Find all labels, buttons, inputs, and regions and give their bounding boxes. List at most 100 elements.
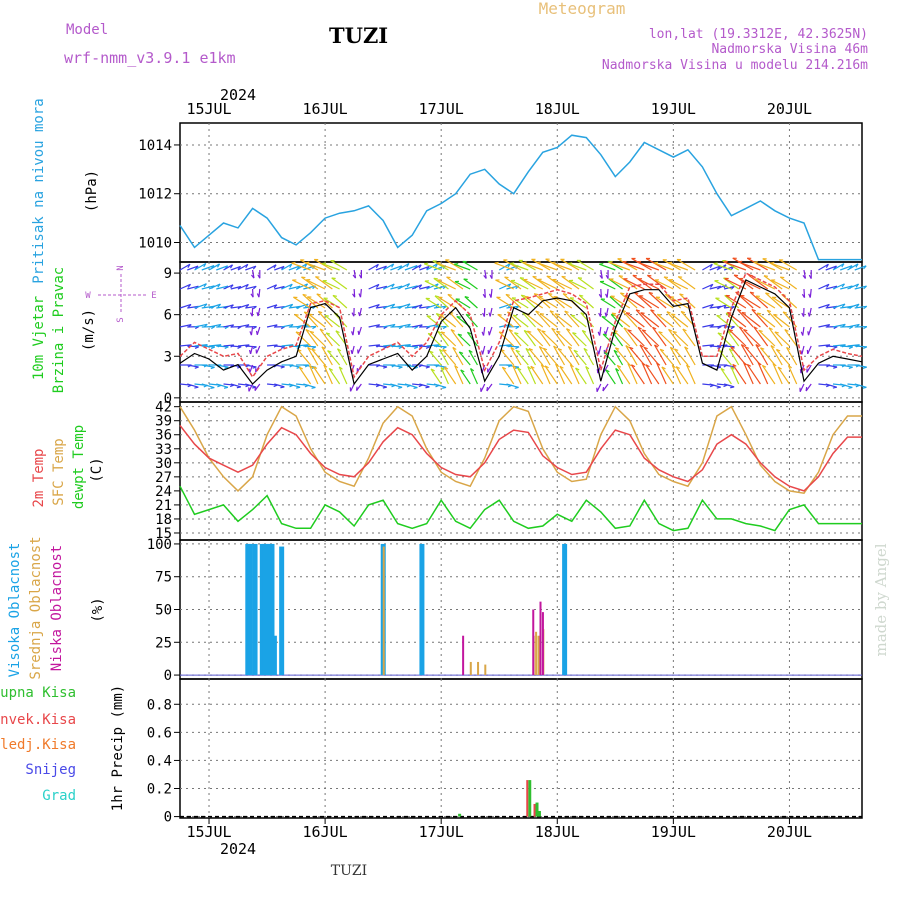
- wind-arrow: [613, 329, 631, 347]
- wind-arrow-head: [289, 303, 294, 308]
- wind-arrow: [293, 296, 311, 309]
- wind-arrow: [179, 263, 191, 271]
- wind-arrow-head: [515, 326, 520, 330]
- wind-arrow: [596, 383, 602, 393]
- wind-arrow-head: [376, 304, 380, 308]
- wind-arrow: [751, 309, 769, 328]
- t2m-line: [179, 424, 862, 492]
- wind-arrow: [216, 285, 229, 290]
- wind-arrow: [676, 259, 696, 271]
- wind-arrow: [522, 262, 543, 271]
- wind-arrow: [325, 332, 341, 347]
- wind-arrow: [448, 311, 464, 328]
- wind-arrow-head: [223, 386, 229, 389]
- wind-arrow: [601, 316, 616, 328]
- wind-arrow-head: [251, 274, 255, 279]
- wind-arrow: [291, 262, 311, 271]
- wind-arrow: [419, 345, 430, 348]
- wind-arrow: [627, 329, 645, 347]
- wind-arrow-head: [446, 276, 451, 279]
- wind-ytick-label: 0: [164, 391, 172, 407]
- wind-arrow-head: [539, 312, 545, 315]
- wind-arrow-head: [391, 263, 395, 268]
- wind-arrow: [724, 278, 747, 290]
- wind-arrow-head: [672, 330, 677, 334]
- wind-arrow-head: [304, 263, 308, 268]
- wind-arrow: [230, 305, 242, 309]
- wind-arrow: [331, 277, 348, 290]
- wind-arrow-head: [252, 326, 257, 330]
- wind-arrow-head: [523, 329, 529, 333]
- wind-arrow: [723, 383, 735, 388]
- wind-arrow: [686, 364, 696, 385]
- wind-arrow: [715, 297, 732, 309]
- wind-arrow-head: [358, 293, 362, 298]
- wind-arrow-head: [187, 283, 191, 288]
- wind-arrow: [302, 293, 319, 309]
- wind-arrow: [573, 349, 587, 366]
- wind-arrow-head: [533, 293, 539, 296]
- wind-arrow: [538, 295, 558, 309]
- wind-arrow-head: [289, 283, 293, 288]
- wind-arrow: [404, 285, 418, 290]
- wind-arrow: [383, 323, 396, 328]
- wind-arrow: [774, 331, 790, 347]
- wind-arrow-head: [805, 386, 808, 392]
- wind-arrow: [251, 269, 255, 279]
- wind-label-2: Brzina i Pravac: [51, 267, 67, 393]
- wind-arrow: [653, 262, 674, 271]
- wind-arrow-head: [648, 291, 653, 295]
- precip-hail-label: Grad: [42, 788, 76, 804]
- wind-arrow: [536, 328, 551, 347]
- wind-arrow: [309, 331, 326, 347]
- wind-arrow-head: [437, 330, 442, 334]
- wind-arrow: [249, 364, 254, 373]
- wind-arrow: [647, 274, 667, 290]
- wind-arrow: [641, 362, 653, 385]
- wind-arrow-head: [210, 346, 216, 350]
- wind-arrow-head: [510, 262, 515, 265]
- wind-arrow-head: [541, 330, 546, 333]
- wind-arrow-head: [383, 265, 387, 270]
- wind-arrow-head: [674, 348, 679, 351]
- cloud-ytick-label: 0: [164, 668, 172, 684]
- wind-arrow: [499, 344, 512, 347]
- wind-arrow-head: [585, 365, 590, 370]
- wind-arrow: [542, 347, 558, 366]
- wind-arrow: [305, 329, 319, 347]
- wind-arrow-head: [561, 275, 566, 278]
- wind-arrow: [738, 261, 761, 271]
- wind-arrow-head: [301, 276, 306, 279]
- wind-arrow: [682, 328, 696, 347]
- wind-arrow: [454, 263, 471, 271]
- wind-arrow: [538, 346, 551, 366]
- wind-arrow: [375, 305, 388, 309]
- wind-arrow: [245, 285, 257, 290]
- wind-arrow-head: [536, 261, 541, 264]
- wind-arrow: [716, 304, 727, 309]
- wind-arrow: [437, 331, 449, 347]
- wind-arrow-head: [568, 262, 573, 265]
- wind-arrow: [702, 344, 714, 347]
- wind-arrow: [778, 259, 798, 271]
- wind-arrow-head: [549, 310, 554, 313]
- wind-arrow: [523, 330, 536, 347]
- wind-arrow-head: [654, 344, 659, 348]
- bottom-day-label: 15JUL: [186, 823, 231, 841]
- wind-arrow-head: [335, 330, 340, 334]
- precip-ytick-label: 0: [164, 810, 172, 826]
- wind-arrow-head: [459, 351, 464, 354]
- wind-arrow: [526, 330, 544, 347]
- wind-arrow-head: [625, 312, 631, 314]
- wind-arrow: [847, 283, 859, 290]
- wind-arrow: [709, 345, 722, 348]
- wind-arrow: [535, 310, 551, 328]
- wind-arrow-head: [632, 274, 637, 277]
- wind-arrow: [555, 363, 566, 385]
- wind-arrow: [600, 298, 616, 309]
- cloud-low-bar: [539, 601, 542, 676]
- wind-arrow: [328, 368, 341, 385]
- wind-arrow-head: [527, 365, 532, 370]
- y-tick-labels: 1010101210140369151821242730333639420255…: [138, 138, 172, 826]
- wind-arrow: [518, 259, 536, 271]
